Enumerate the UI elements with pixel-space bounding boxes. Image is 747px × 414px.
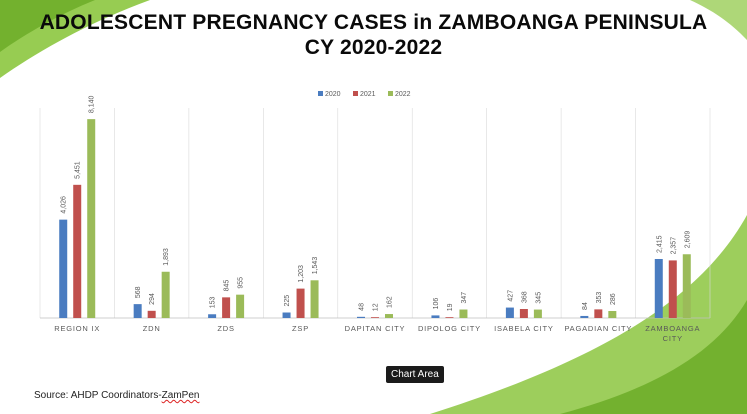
bar-2020-dapitan-city: [357, 316, 365, 318]
category-tick-label: CITY: [663, 334, 683, 343]
title-line-1: ADOLESCENT PREGNANCY CASES in ZAMBOANGA …: [39, 11, 708, 34]
bar-2021-pagadian-city: [594, 309, 603, 318]
bar-2021-zsp: [296, 288, 305, 318]
category-tick-label: ZDN: [143, 324, 161, 333]
data-label: 955: [238, 277, 245, 289]
data-label: 1,203: [298, 265, 305, 283]
data-label: 19: [447, 303, 454, 311]
category-tick-label: PAGADIAN CITY: [564, 324, 632, 333]
bar-2021-region-ix: [73, 184, 82, 318]
data-label: 48: [359, 303, 366, 311]
chart-area-tooltip: Chart Area: [386, 366, 444, 383]
bar-2022-isabela-city: [533, 309, 542, 318]
category-tick-label: ZDS: [217, 324, 234, 333]
legend-swatch-2021: [353, 91, 358, 96]
data-label: 162: [387, 296, 394, 308]
chart-title: ADOLESCENT PREGNANCY CASES in ZAMBOANGA …: [0, 10, 747, 60]
category-tick-label: ISABELA CITY: [494, 324, 554, 333]
data-label: 347: [461, 292, 468, 304]
category-tick-label: DAPITAN CITY: [345, 324, 406, 333]
legend-label-2020: 2020: [325, 91, 341, 98]
bar-2020-isabela-city: [505, 307, 514, 318]
category-tick-label: ZAMBOANGA: [645, 324, 700, 333]
data-label: 568: [135, 286, 142, 298]
bar-2022-zsp: [310, 280, 319, 318]
data-label: 84: [582, 302, 589, 310]
bar-2022-region-ix: [87, 119, 96, 318]
bar-2021-zds: [222, 297, 231, 318]
legend-swatch-2020: [318, 91, 323, 96]
bar-2021-isabela-city: [519, 309, 528, 318]
legend: 2020 2021 2022: [318, 91, 411, 98]
bar-2022-dipolog-city: [459, 309, 468, 318]
bar-2020-zds: [208, 314, 217, 318]
bars-layer: [59, 119, 691, 318]
bar-2021-zdn: [147, 310, 156, 318]
source-squiggle: ZamPen: [161, 390, 200, 401]
data-label: 1,543: [312, 257, 319, 275]
data-label: 225: [284, 295, 291, 307]
data-label: 345: [535, 292, 542, 304]
bar-2021-zamboanga-city: [668, 260, 677, 318]
bar-2020-zdn: [133, 304, 142, 318]
data-label: 845: [224, 280, 231, 292]
title-line-2: CY 2020-2022: [304, 36, 443, 59]
legend-label-2022: 2022: [395, 91, 411, 98]
bar-2022-zamboanga-city: [682, 254, 691, 318]
bar-2020-zamboanga-city: [654, 258, 663, 318]
data-label: 2,609: [684, 231, 691, 249]
bar-2020-zsp: [282, 312, 291, 318]
bar-2021-dapitan-city: [371, 317, 379, 318]
bar-2021-dipolog-city: [445, 317, 454, 318]
bar-2020-dipolog-city: [431, 315, 440, 318]
legend-label-2021: 2021: [360, 91, 376, 98]
category-tick-label: REGION IX: [54, 324, 100, 333]
bar-2020-region-ix: [59, 219, 68, 318]
bar-2022-zdn: [161, 271, 170, 318]
bar-2022-zds: [236, 294, 245, 318]
category-axis: REGION IX ZDN ZDS ZSP DAPITAN CITY DIPOLOG CI…: [54, 324, 700, 343]
data-label: 2,415: [656, 235, 663, 253]
data-label: 5,451: [75, 161, 82, 179]
data-label: 294: [149, 293, 156, 305]
data-label: 2,357: [670, 237, 677, 255]
data-label: 427: [507, 290, 514, 302]
data-label: 153: [210, 296, 217, 308]
data-label: 1,893: [163, 248, 170, 266]
data-label: 368: [521, 291, 528, 303]
bar-2022-pagadian-city: [608, 311, 617, 318]
source-prefix: Source: AHDP Coordinators-: [34, 390, 162, 401]
data-label: 4,026: [61, 196, 68, 214]
data-label: 353: [596, 292, 603, 304]
bar-2022-dapitan-city: [385, 314, 393, 318]
data-label: 12: [373, 303, 380, 311]
data-label: 8,140: [89, 96, 96, 114]
bar-2020-pagadian-city: [580, 315, 589, 318]
data-label: 106: [433, 298, 440, 310]
category-tick-label: DIPOLOG CITY: [418, 324, 481, 333]
data-label: 286: [610, 293, 617, 305]
category-tick-label: ZSP: [292, 324, 309, 333]
source-note: Source: AHDP Coordinators-ZamPen: [34, 390, 199, 401]
data-labels-layer: 4,026 5,451 8,140 568 294 1,893 153 845 955 225 1,…: [61, 96, 692, 312]
legend-swatch-2022: [388, 91, 393, 96]
